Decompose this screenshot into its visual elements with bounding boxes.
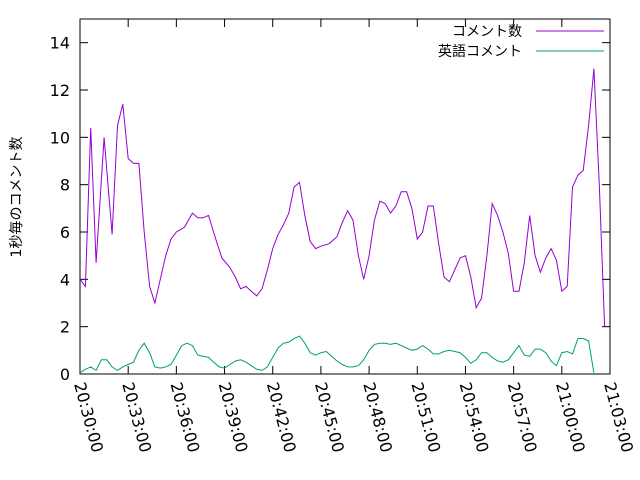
x-tick-label: 20:57:00 — [504, 380, 541, 454]
series-group — [79, 68, 606, 374]
legend-label-1: コメント数 — [452, 24, 522, 40]
legend-label-2: 英語コメント — [438, 43, 522, 60]
x-tick-label: 20:48:00 — [359, 380, 396, 454]
x-tick-label: 20:45:00 — [311, 380, 348, 454]
y-tick-label: 6 — [60, 223, 70, 242]
y-tick-label: 2 — [60, 318, 70, 337]
plot-frame — [79, 18, 611, 375]
x-tick-label: 20:36:00 — [166, 380, 203, 454]
y-tick-label: 8 — [60, 176, 70, 195]
y-tick-label: 14 — [50, 34, 70, 53]
x-tick-label: 20:54:00 — [456, 380, 493, 454]
x-axis: 20:30:00 20:33:00 20:36:00 20:39:00 20:42:00… — [70, 19, 637, 454]
x-tick-label: 21:00:00 — [552, 380, 589, 454]
y-axis-label: 1秒毎のコメント数 — [9, 137, 25, 258]
y-tick-label: 4 — [60, 270, 70, 289]
series-line-1 — [79, 68, 606, 327]
x-tick-label: 20:39:00 — [215, 380, 252, 454]
y-tick-label: 10 — [50, 128, 70, 147]
x-tick-label: 20:30:00 — [70, 380, 107, 454]
x-tick-label: 20:42:00 — [263, 380, 300, 454]
x-tick-label: 20:51:00 — [407, 380, 444, 454]
y-axis: 0 2 4 6 8 10 12 14 — [50, 34, 610, 384]
y-tick-label: 0 — [60, 365, 70, 384]
x-tick-label: 20:33:00 — [118, 380, 155, 454]
x-tick-label: 21:03:00 — [600, 380, 637, 454]
series-line-2 — [79, 335, 595, 374]
y-tick-label: 12 — [50, 81, 70, 100]
